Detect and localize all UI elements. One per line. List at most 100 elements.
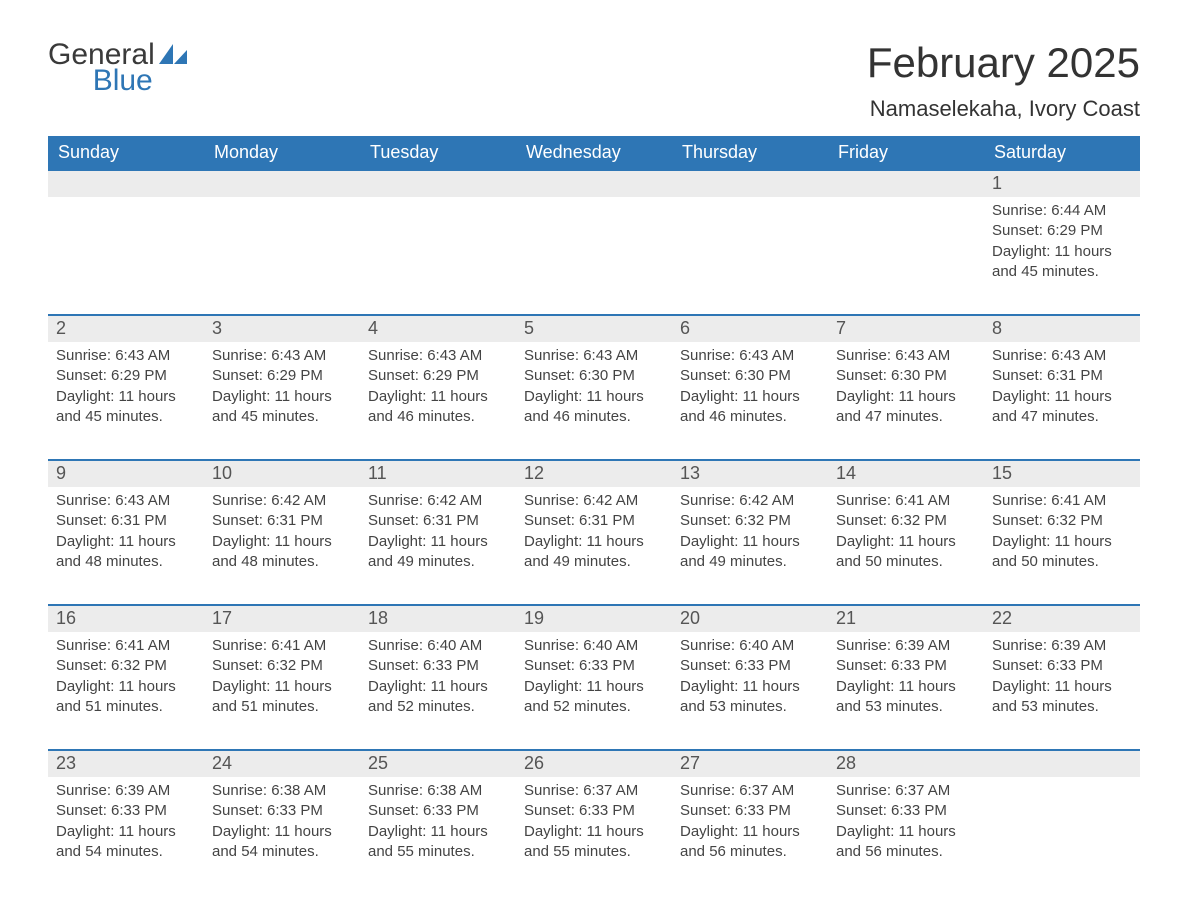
sunrise-line: Sunrise: 6:42 AM — [524, 491, 664, 511]
day-number: 20 — [672, 606, 828, 632]
sunset-line: Sunset: 6:29 PM — [56, 366, 196, 386]
day-number-strip: 16171819202122 — [48, 606, 1140, 632]
sunset-line: Sunset: 6:33 PM — [680, 801, 820, 821]
weekday-header: Friday — [828, 136, 984, 171]
calendar-day-cell: Sunrise: 6:40 AMSunset: 6:33 PMDaylight:… — [672, 632, 828, 725]
calendar-day-cell: Sunrise: 6:37 AMSunset: 6:33 PMDaylight:… — [672, 777, 828, 870]
sunrise-line: Sunrise: 6:37 AM — [524, 781, 664, 801]
day-cells-row: Sunrise: 6:41 AMSunset: 6:32 PMDaylight:… — [48, 632, 1140, 725]
weekday-header: Tuesday — [360, 136, 516, 171]
sunset-line: Sunset: 6:33 PM — [524, 801, 664, 821]
day-number: 25 — [360, 751, 516, 777]
sunset-line: Sunset: 6:32 PM — [56, 656, 196, 676]
calendar-day-cell: Sunrise: 6:39 AMSunset: 6:33 PMDaylight:… — [828, 632, 984, 725]
sunrise-line: Sunrise: 6:42 AM — [212, 491, 352, 511]
sunset-line: Sunset: 6:31 PM — [212, 511, 352, 531]
day-number: 12 — [516, 461, 672, 487]
sunrise-line: Sunrise: 6:43 AM — [680, 346, 820, 366]
calendar-day-cell: Sunrise: 6:43 AMSunset: 6:30 PMDaylight:… — [672, 342, 828, 435]
calendar-day-cell: Sunrise: 6:42 AMSunset: 6:31 PMDaylight:… — [204, 487, 360, 580]
sunrise-line: Sunrise: 6:38 AM — [212, 781, 352, 801]
day-number — [516, 171, 672, 197]
sunrise-line: Sunrise: 6:43 AM — [56, 346, 196, 366]
sunrise-line: Sunrise: 6:38 AM — [368, 781, 508, 801]
calendar-day-cell: Sunrise: 6:41 AMSunset: 6:32 PMDaylight:… — [204, 632, 360, 725]
day-number: 23 — [48, 751, 204, 777]
day-number-strip: 1 — [48, 171, 1140, 197]
sunset-line: Sunset: 6:33 PM — [56, 801, 196, 821]
calendar-week: 2345678Sunrise: 6:43 AMSunset: 6:29 PMDa… — [48, 314, 1140, 435]
calendar-day-cell — [984, 777, 1140, 870]
sunset-line: Sunset: 6:31 PM — [992, 366, 1132, 386]
day-number: 6 — [672, 316, 828, 342]
day-number: 13 — [672, 461, 828, 487]
sunset-line: Sunset: 6:32 PM — [212, 656, 352, 676]
daylight-line: Daylight: 11 hours and 54 minutes. — [56, 822, 196, 863]
calendar-day-cell: Sunrise: 6:42 AMSunset: 6:32 PMDaylight:… — [672, 487, 828, 580]
calendar-day-cell — [828, 197, 984, 290]
daylight-line: Daylight: 11 hours and 56 minutes. — [680, 822, 820, 863]
daylight-line: Daylight: 11 hours and 51 minutes. — [212, 677, 352, 718]
sunset-line: Sunset: 6:33 PM — [992, 656, 1132, 676]
calendar-week: 1Sunrise: 6:44 AMSunset: 6:29 PMDaylight… — [48, 171, 1140, 290]
day-number: 4 — [360, 316, 516, 342]
sunrise-line: Sunrise: 6:39 AM — [56, 781, 196, 801]
weekday-header: Saturday — [984, 136, 1140, 171]
day-cells-row: Sunrise: 6:43 AMSunset: 6:31 PMDaylight:… — [48, 487, 1140, 580]
day-number: 28 — [828, 751, 984, 777]
calendar-week: 16171819202122Sunrise: 6:41 AMSunset: 6:… — [48, 604, 1140, 725]
sunrise-line: Sunrise: 6:41 AM — [212, 636, 352, 656]
sunrise-line: Sunrise: 6:43 AM — [212, 346, 352, 366]
sunrise-line: Sunrise: 6:39 AM — [992, 636, 1132, 656]
sunset-line: Sunset: 6:33 PM — [368, 656, 508, 676]
daylight-line: Daylight: 11 hours and 48 minutes. — [212, 532, 352, 573]
daylight-line: Daylight: 11 hours and 50 minutes. — [992, 532, 1132, 573]
daylight-line: Daylight: 11 hours and 45 minutes. — [212, 387, 352, 428]
day-number: 1 — [984, 171, 1140, 197]
calendar-day-cell — [360, 197, 516, 290]
calendar-day-cell: Sunrise: 6:37 AMSunset: 6:33 PMDaylight:… — [516, 777, 672, 870]
daylight-line: Daylight: 11 hours and 46 minutes. — [368, 387, 508, 428]
calendar-day-cell: Sunrise: 6:42 AMSunset: 6:31 PMDaylight:… — [360, 487, 516, 580]
sunrise-line: Sunrise: 6:44 AM — [992, 201, 1132, 221]
sunset-line: Sunset: 6:29 PM — [212, 366, 352, 386]
location-subtitle: Namaselekaha, Ivory Coast — [867, 96, 1140, 122]
day-number: 24 — [204, 751, 360, 777]
day-number: 3 — [204, 316, 360, 342]
weekday-header: Sunday — [48, 136, 204, 171]
weekday-header-row: SundayMondayTuesdayWednesdayThursdayFrid… — [48, 136, 1140, 171]
sunset-line: Sunset: 6:33 PM — [368, 801, 508, 821]
calendar-day-cell: Sunrise: 6:43 AMSunset: 6:31 PMDaylight:… — [984, 342, 1140, 435]
brand-logo: General Blue — [48, 40, 187, 96]
month-title: February 2025 — [867, 40, 1140, 86]
day-cells-row: Sunrise: 6:39 AMSunset: 6:33 PMDaylight:… — [48, 777, 1140, 870]
calendar-day-cell: Sunrise: 6:38 AMSunset: 6:33 PMDaylight:… — [204, 777, 360, 870]
sail-icon — [159, 44, 187, 66]
sunrise-line: Sunrise: 6:43 AM — [992, 346, 1132, 366]
daylight-line: Daylight: 11 hours and 52 minutes. — [524, 677, 664, 718]
daylight-line: Daylight: 11 hours and 47 minutes. — [836, 387, 976, 428]
daylight-line: Daylight: 11 hours and 50 minutes. — [836, 532, 976, 573]
day-number — [984, 751, 1140, 777]
sunrise-line: Sunrise: 6:41 AM — [836, 491, 976, 511]
day-number: 27 — [672, 751, 828, 777]
day-number-strip: 2345678 — [48, 316, 1140, 342]
sunrise-line: Sunrise: 6:41 AM — [992, 491, 1132, 511]
weekday-header: Monday — [204, 136, 360, 171]
calendar: SundayMondayTuesdayWednesdayThursdayFrid… — [48, 136, 1140, 870]
calendar-day-cell: Sunrise: 6:40 AMSunset: 6:33 PMDaylight:… — [516, 632, 672, 725]
daylight-line: Daylight: 11 hours and 53 minutes. — [836, 677, 976, 718]
sunrise-line: Sunrise: 6:40 AM — [524, 636, 664, 656]
daylight-line: Daylight: 11 hours and 51 minutes. — [56, 677, 196, 718]
sunrise-line: Sunrise: 6:40 AM — [680, 636, 820, 656]
daylight-line: Daylight: 11 hours and 49 minutes. — [524, 532, 664, 573]
sunrise-line: Sunrise: 6:42 AM — [368, 491, 508, 511]
sunset-line: Sunset: 6:29 PM — [368, 366, 508, 386]
calendar-day-cell: Sunrise: 6:37 AMSunset: 6:33 PMDaylight:… — [828, 777, 984, 870]
daylight-line: Daylight: 11 hours and 54 minutes. — [212, 822, 352, 863]
header: General Blue February 2025 Namaselekaha,… — [48, 40, 1140, 122]
sunset-line: Sunset: 6:32 PM — [680, 511, 820, 531]
calendar-day-cell: Sunrise: 6:38 AMSunset: 6:33 PMDaylight:… — [360, 777, 516, 870]
sunset-line: Sunset: 6:32 PM — [836, 511, 976, 531]
sunset-line: Sunset: 6:32 PM — [992, 511, 1132, 531]
